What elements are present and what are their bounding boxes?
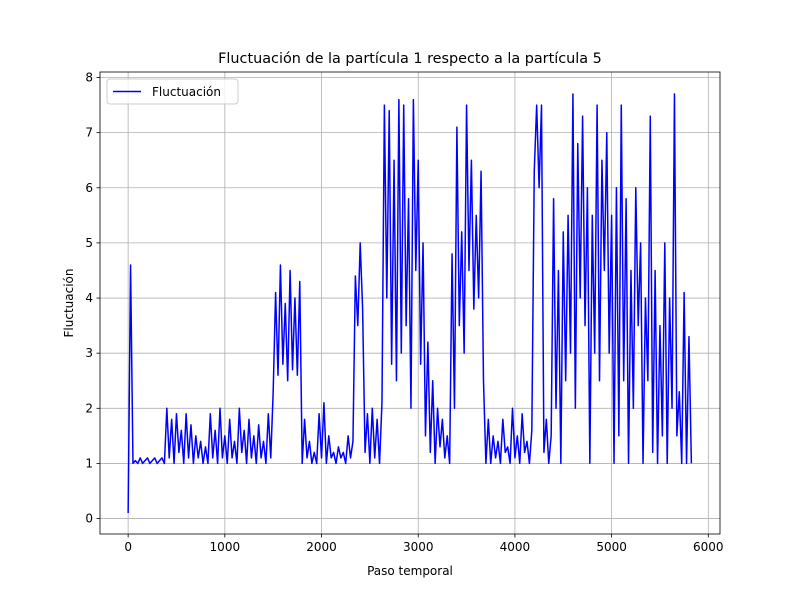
- x-axis-label: Paso temporal: [367, 564, 453, 578]
- x-tick-label: 6000: [693, 540, 724, 554]
- x-tick-label: 2000: [306, 540, 337, 554]
- y-tick-label: 8: [85, 71, 93, 85]
- y-tick-label: 3: [85, 346, 93, 360]
- y-tick-label: 5: [85, 236, 93, 250]
- x-tick-label: 0: [124, 540, 132, 554]
- legend-label: Fluctuación: [152, 85, 221, 99]
- y-tick-label: 4: [85, 291, 93, 305]
- y-tick-label: 2: [85, 401, 93, 415]
- data-line: [127, 93, 693, 514]
- x-tick-label: 3000: [403, 540, 434, 554]
- legend-box: [106, 78, 239, 105]
- y-tick-label: 0: [85, 512, 93, 526]
- x-tick-label: 4000: [500, 540, 531, 554]
- y-tick-label: 1: [85, 456, 93, 470]
- x-tick-label: 1000: [210, 540, 241, 554]
- y-tick-label: 6: [85, 181, 93, 195]
- chart-title: Fluctuación de la partícula 1 respecto a…: [218, 51, 602, 67]
- y-axis-label: Fluctuación: [62, 269, 76, 338]
- axes-frame: [99, 71, 721, 535]
- x-tick-label: 5000: [596, 540, 627, 554]
- y-tick-label: 7: [85, 126, 93, 140]
